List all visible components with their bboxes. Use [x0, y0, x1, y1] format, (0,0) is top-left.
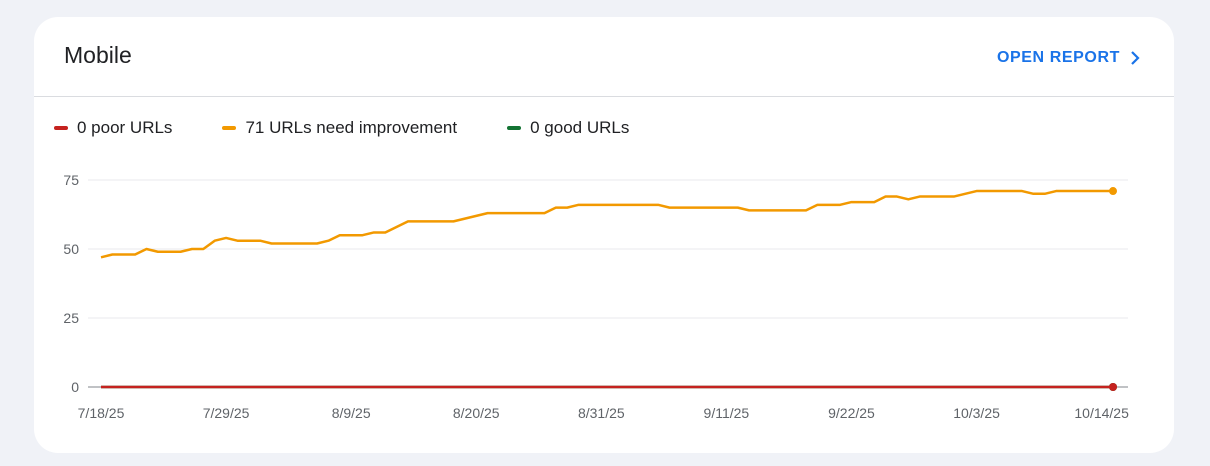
open-report-button[interactable]: OPEN REPORT	[997, 49, 1140, 67]
legend: 0 poor URLs 71 URLs need improvement 0 g…	[54, 118, 679, 138]
good-swatch	[507, 126, 522, 130]
series-end-point	[1109, 383, 1117, 391]
legend-label: 0 poor URLs	[77, 118, 173, 137]
x-tick-label: 8/20/25	[453, 405, 500, 421]
y-tick-label: 25	[63, 310, 79, 326]
divider	[34, 96, 1174, 97]
x-tick-label: 7/18/25	[78, 405, 125, 421]
poor-swatch	[54, 126, 68, 130]
x-tick-label: 7/29/25	[203, 405, 250, 421]
need-improvement-swatch	[222, 126, 237, 130]
card-title: Mobile	[64, 42, 132, 68]
y-tick-label: 0	[71, 379, 79, 395]
legend-label: 71 URLs need improvement	[245, 118, 458, 137]
y-tick-label: 75	[63, 172, 79, 188]
y-tick-label: 50	[63, 241, 79, 257]
series-end-point	[1109, 187, 1117, 196]
x-tick-label: 8/31/25	[578, 405, 625, 421]
chevron-right-icon	[1131, 51, 1140, 65]
legend-need-improvement[interactable]: 71 URLs need improvement	[222, 118, 457, 138]
series-line	[100, 189, 1113, 259]
legend-poor[interactable]: 0 poor URLs	[54, 118, 172, 138]
legend-label: 0 good URLs	[530, 118, 630, 137]
x-tick-label: 9/22/25	[828, 405, 875, 421]
open-report-label: OPEN REPORT	[996, 49, 1120, 66]
x-tick-label: 10/14/25	[1074, 405, 1129, 421]
x-tick-label: 10/3/25	[953, 405, 1000, 421]
x-tick-label: 9/11/25	[704, 405, 750, 421]
legend-good[interactable]: 0 good URLs	[507, 118, 629, 138]
x-tick-label: 8/9/25	[332, 405, 371, 421]
mobile-card: Mobile OPEN REPORT 0 poor URLs 71 URLs n…	[34, 17, 1174, 453]
